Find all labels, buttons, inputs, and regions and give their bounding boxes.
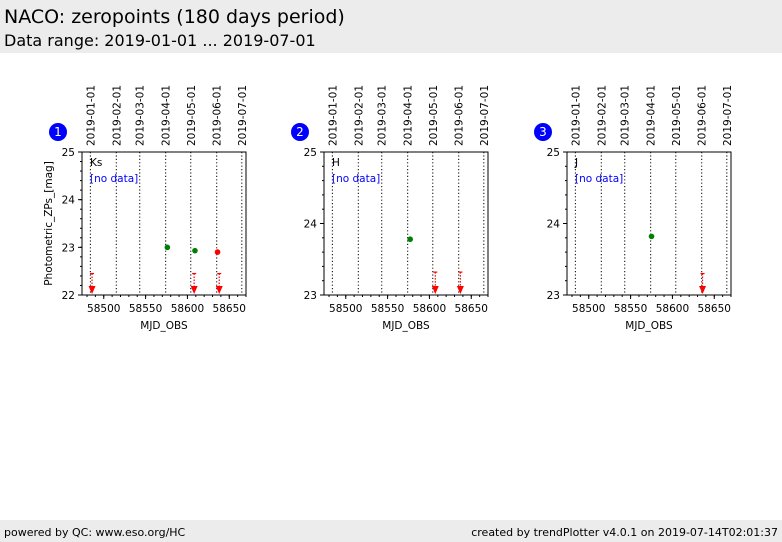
limit-arrow-head (699, 286, 707, 294)
y-tick-label: 25 (62, 147, 75, 159)
limit-arrow-head (190, 286, 198, 294)
panel-badge (291, 123, 309, 141)
footer-credit: powered by QC: www.eso.org/HC (4, 526, 186, 539)
panel-badge-number: 2 (296, 125, 304, 139)
data-point (164, 244, 171, 251)
limit-arrow-head (431, 286, 439, 294)
date-marker-label: 2019-07-01 (722, 85, 734, 146)
date-marker-label: 2019-04-01 (161, 85, 173, 146)
y-axis-label: Photometric_ZPs_[mag] (43, 161, 55, 286)
page-footer: powered by QC: www.eso.org/HC created by… (0, 520, 782, 542)
x-tick-label: 58600 (171, 303, 204, 315)
date-marker-label: 2019-05-01 (186, 85, 198, 146)
x-tick-label: 58500 (572, 303, 605, 315)
x-tick-label: 58650 (213, 303, 246, 315)
x-tick-label: 58500 (329, 303, 362, 315)
page-header: NACO: zeropoints (180 days period) Data … (0, 0, 782, 53)
band-label: Ks (90, 157, 102, 169)
data-point (648, 233, 655, 240)
date-marker-label: 2019-01-01 (327, 85, 339, 146)
x-tick-label: 58550 (129, 303, 162, 315)
date-marker-label: 2019-02-01 (353, 85, 365, 146)
date-marker-label: 2019-06-01 (454, 85, 466, 146)
date-marker-label: 2019-06-01 (212, 85, 224, 146)
y-tick-label: 25 (547, 147, 560, 159)
date-marker-label: 2019-07-01 (237, 85, 249, 146)
page-title: NACO: zeropoints (180 days period) (4, 6, 345, 28)
date-marker-label: 2019-04-01 (646, 85, 658, 146)
y-tick-label: 22 (62, 290, 75, 302)
data-point (407, 236, 413, 243)
panel-badge (534, 123, 552, 141)
y-tick-label: 24 (547, 219, 561, 231)
plot-frame (81, 151, 247, 296)
x-tick-label: 58650 (455, 303, 488, 315)
y-tick-label: 23 (62, 242, 75, 254)
data-point (214, 249, 221, 255)
footer-generator-info: created by trendPlotter v4.0.1 on 2019-0… (471, 526, 778, 539)
band-label: J (574, 157, 578, 169)
x-tick-label: 58650 (698, 303, 731, 315)
panel-badge-number: 1 (54, 125, 62, 139)
data-point (192, 247, 198, 254)
limit-arrow-head (456, 286, 464, 294)
band-label: H (332, 157, 340, 169)
date-marker-label: 2019-03-01 (377, 85, 389, 146)
panel-badge-number: 3 (539, 125, 547, 139)
no-data-note: [no data] (332, 173, 380, 185)
y-tick-label: 25 (304, 147, 317, 159)
y-tick-label: 24 (304, 219, 318, 231)
limit-arrow-head (215, 286, 223, 294)
chart-panel-1: 2019-01-01 2019-02-01 2019-03-01 2019-04-01… (43, 85, 249, 332)
panel-badge (49, 123, 67, 141)
date-marker-label: 2019-05-01 (671, 85, 683, 146)
date-marker-label: 2019-02-01 (596, 85, 608, 146)
date-marker-label: 2019-07-01 (479, 85, 491, 146)
date-marker-label: 2019-01-01 (85, 85, 97, 146)
date-marker-label: 2019-01-01 (570, 85, 582, 146)
x-tick-label: 58600 (413, 303, 446, 315)
no-data-note: [no data] (90, 173, 138, 185)
chart-panel-2: 2019-01-01 2019-02-01 2019-03-01 2019-04-01… (291, 85, 491, 332)
x-axis-label: MJD_OBS (140, 320, 188, 332)
date-marker-label: 2019-02-01 (111, 85, 123, 146)
x-tick-label: 58600 (656, 303, 689, 315)
y-tick-label: 23 (304, 290, 317, 302)
date-marker-label: 2019-03-01 (135, 85, 147, 146)
limit-arrow-head (88, 286, 96, 294)
x-tick-label: 58550 (614, 303, 647, 315)
date-marker-label: 2019-06-01 (697, 85, 709, 146)
date-marker-label: 2019-03-01 (620, 85, 632, 146)
y-tick-label: 23 (547, 290, 560, 302)
x-tick-label: 58550 (371, 303, 404, 315)
no-data-note: [no data] (575, 173, 623, 185)
x-tick-label: 58500 (87, 303, 120, 315)
date-marker-label: 2019-05-01 (428, 85, 440, 146)
page-subtitle: Data range: 2019-01-01 ... 2019-07-01 (4, 31, 316, 50)
trend-plots: 2019-01-01 2019-02-01 2019-03-01 2019-04-01… (43, 85, 734, 332)
x-axis-label: MJD_OBS (625, 320, 673, 332)
y-tick-label: 24 (62, 195, 76, 207)
x-axis-label: MJD_OBS (382, 320, 430, 332)
chart-panel-3: 2019-01-01 2019-02-01 2019-03-01 2019-04-01… (534, 85, 734, 332)
date-marker-label: 2019-04-01 (403, 85, 415, 146)
